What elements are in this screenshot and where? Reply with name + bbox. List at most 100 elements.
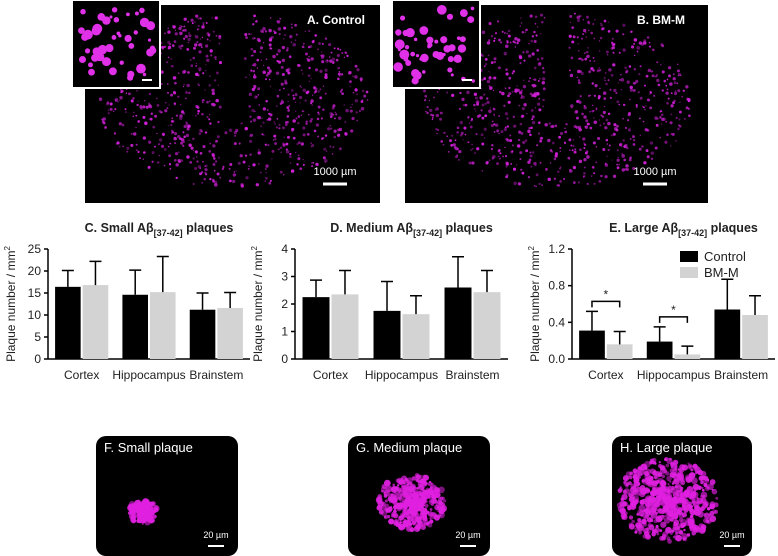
plaque-dot [240,154,243,157]
plaque-dot [235,129,238,132]
plaque-dot [579,160,582,163]
significance-bracket [592,301,620,307]
plaque-dot [621,497,625,501]
plaque-dot [557,184,558,185]
plaque-dot [585,36,586,37]
plaque-dot [258,149,259,150]
plaque-dot [631,520,635,524]
plaque-dot [671,133,673,135]
plaque-dot [314,130,317,133]
plaque-dot [257,87,260,90]
significance-label: * [603,287,608,301]
plaque-dot [493,108,496,111]
plaque-dot [412,509,416,513]
plaque-dot [308,74,311,77]
plaque-dot [145,24,149,28]
plaque-dot [302,126,305,129]
error-bar [481,270,493,292]
plaque-dot [126,92,128,94]
plaque-dot [513,168,516,171]
plaque-dot [478,114,481,117]
plaque-dot [535,34,537,36]
plaque-dot [209,100,211,102]
plaque-dot [564,142,566,144]
x-tick-label: Brainstem [714,368,768,382]
plaque-dot [282,144,285,147]
plaque-dot [132,97,134,99]
plaque-dot [186,121,187,122]
plaque-dot [526,50,529,53]
plaque-dot [271,158,272,159]
plaque-dot [167,27,169,29]
plaque-dot [498,66,501,69]
plaque-dot [308,56,310,58]
plaque-dot [616,30,619,33]
plaque-dot [214,183,217,186]
error-bar [586,311,598,330]
plaque-dot [691,531,695,535]
plaque-dot [198,25,200,27]
plaque-dot [171,120,174,123]
plaque-dot [525,149,528,152]
plaque-dot [574,110,578,114]
plaque-dot [645,511,647,513]
plaque-dot [253,70,255,72]
plaque-dot [528,43,530,45]
plaque-dot [649,106,652,109]
plaque-dot [154,507,159,512]
plaque-dot [432,118,434,120]
plaque-dot [83,30,93,40]
plaque-dot [120,90,123,93]
plaque-dot [253,75,257,79]
plaque-dot [172,131,174,133]
plaque-dot [520,17,522,19]
plaque-dot [107,101,110,104]
plaque-dot [434,40,438,44]
plaque-dot [305,123,307,125]
plaque-dot [661,511,664,514]
plaque-dot [603,123,605,125]
error-bar [339,270,351,294]
plaque-dot [621,89,623,91]
plaque-dot [274,138,276,140]
y-tick-label: 1 [281,325,288,339]
plaque-dot [469,162,472,165]
plaque-dot [273,135,276,138]
plaque-dot [319,70,322,73]
plaque-dot [130,144,133,147]
plaque-dot [266,74,269,77]
plaque-dot [287,136,290,139]
plaque-dot [529,134,532,137]
plaque-dot [664,515,666,517]
plaque-dot [327,127,330,130]
plaque-dot [484,114,487,117]
plaque-dot [542,99,545,102]
plaque-dot [591,175,592,176]
plaque-dot [688,100,691,103]
plaque-dot [502,156,504,158]
plaque-dot [455,139,457,141]
plaque-dot [299,96,302,99]
plaque-dot [697,485,702,490]
plaque-dot [188,144,191,147]
plaque-dot [581,38,583,40]
plaque-dot [209,122,211,124]
error-bar [197,293,209,310]
plaque-dot [432,117,434,119]
plaque-dot [694,487,698,491]
x-tick-label: Cortex [313,368,348,382]
plaque-dot [252,23,254,25]
plaque-dot [626,169,627,170]
plaque-dot [458,150,461,153]
plaque-dot [535,85,537,87]
plaque-dot [451,73,454,76]
plaque-dot [103,122,106,125]
plaque-dot [641,145,644,148]
plaque-dot [518,139,520,141]
plaque-dot [687,533,690,536]
plaque-dot [229,179,232,182]
plaque-dot [584,105,586,107]
plaque-dot [532,35,534,37]
plaque-dot [292,43,296,47]
plaque-dot [675,531,679,535]
